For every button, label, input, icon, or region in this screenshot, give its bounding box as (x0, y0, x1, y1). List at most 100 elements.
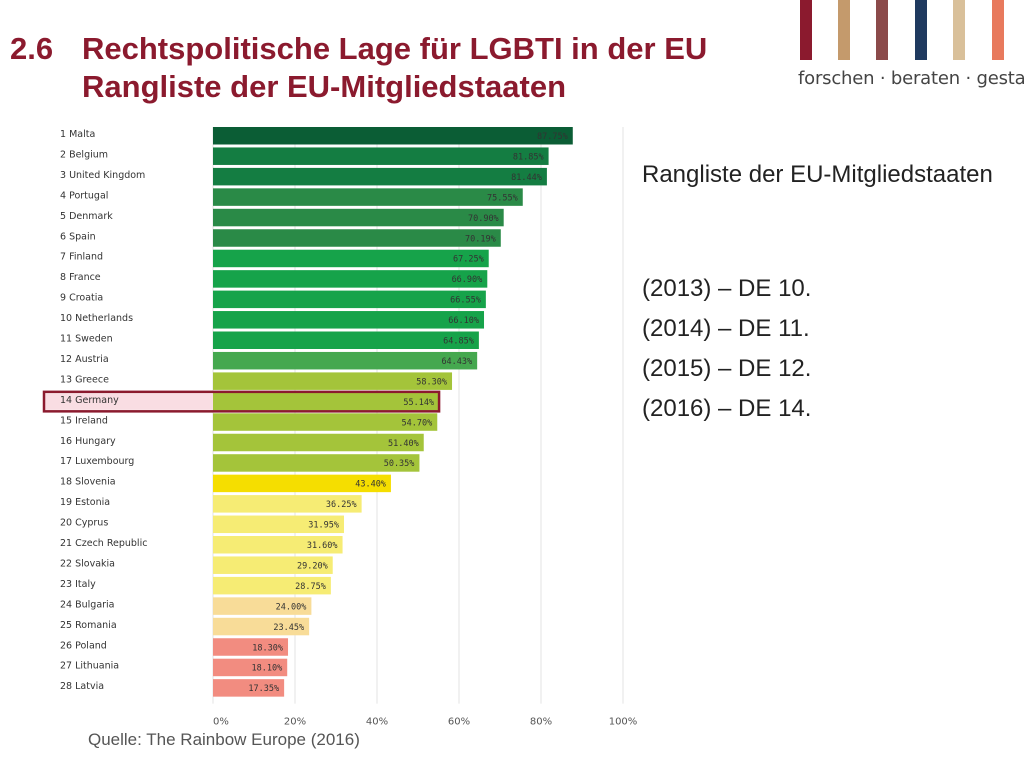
bar (213, 617, 310, 636)
bar (213, 576, 331, 595)
rank-2014: (2014) – DE 11. (642, 315, 810, 342)
data-label: 70.19% (465, 234, 496, 244)
bar (213, 249, 489, 268)
data-label: 64.43% (441, 357, 472, 367)
x-tick-label: 100% (609, 717, 638, 728)
bar (213, 188, 523, 206)
x-tick-label: 80% (530, 717, 552, 728)
bar (213, 127, 573, 145)
category-label: 26 Poland (60, 640, 107, 651)
data-label: 66.90% (452, 275, 483, 285)
data-label: 75.55% (487, 193, 518, 203)
category-label: 20 Cyprus (60, 518, 108, 529)
category-label: 11 Sweden (60, 334, 113, 345)
data-label: 50.35% (384, 459, 415, 469)
title-line-1: Rechtspolitische Lage für LGBTI in der E… (82, 31, 708, 66)
bar (213, 311, 485, 329)
category-label: 16 Hungary (60, 436, 116, 447)
category-label: 2 Belgium (60, 149, 108, 160)
bar (213, 658, 288, 677)
category-label: 28 Latvia (60, 681, 104, 692)
logo-bar-4 (915, 0, 927, 60)
title-line-2: Rangliste der EU-Mitgliedstaaten (82, 69, 567, 104)
data-label: 64.85% (443, 337, 474, 347)
bar (213, 515, 344, 534)
category-label: 17 Luxembourg (60, 456, 134, 467)
data-label: 87.75% (537, 132, 568, 142)
bar (213, 290, 486, 309)
data-label: 29.20% (297, 561, 328, 571)
data-label: 58.30% (416, 377, 447, 387)
bar (213, 167, 547, 186)
bar (213, 556, 333, 574)
category-label: 6 Spain (60, 231, 96, 242)
x-tick-label: 40% (366, 717, 388, 728)
rank-2016: (2016) – DE 14. (642, 395, 812, 422)
bar (213, 454, 420, 472)
bar (213, 331, 479, 349)
data-label: 43.40% (355, 480, 386, 490)
bar (213, 433, 424, 452)
category-label: 25 Romania (60, 620, 117, 631)
data-label: 36.25% (326, 500, 357, 510)
summary-heading: Rangliste der EU-Mitgliedstaaten (642, 161, 993, 188)
category-label: 22 Slovakia (60, 558, 115, 569)
data-label: 31.60% (307, 541, 338, 551)
rank-2015: (2015) – DE 12. (642, 355, 812, 382)
bar (213, 597, 312, 615)
x-tick-label: 20% (284, 717, 306, 728)
category-label: 19 Estonia (60, 497, 110, 508)
category-label: 9 Croatia (60, 293, 103, 304)
bar (213, 495, 362, 513)
logo-bar-5 (953, 0, 965, 60)
data-label: 66.55% (450, 296, 481, 306)
rank-2013: (2013) – DE 10. (642, 275, 812, 302)
category-label: 10 Netherlands (60, 313, 133, 324)
data-label: 51.40% (388, 439, 419, 449)
bar (213, 638, 289, 656)
bar (213, 351, 478, 370)
bar (213, 270, 488, 288)
category-label: 24 Bulgaria (60, 599, 115, 610)
data-label: 54.70% (402, 418, 433, 428)
bar (213, 413, 438, 431)
data-label: 18.10% (251, 664, 282, 674)
logo-bar-6 (992, 0, 1004, 60)
brand-tagline: forschen · beraten · gestalten (798, 68, 1024, 89)
highlight-outline (42, 390, 441, 413)
category-label: 1 Malta (60, 129, 95, 140)
category-label: 14 Germany (60, 395, 119, 406)
data-label: 18.30% (252, 643, 283, 653)
category-label: 3 United Kingdom (60, 170, 145, 181)
data-label: 24.00% (276, 602, 307, 612)
bar (213, 536, 343, 554)
logo-bar-2 (838, 0, 850, 60)
bar (213, 208, 504, 227)
data-label: 28.75% (295, 582, 326, 592)
x-tick-label: 60% (448, 717, 470, 728)
category-label: 13 Greece (60, 374, 109, 385)
data-label: 81.85% (513, 152, 544, 162)
data-label: 81.44% (511, 173, 542, 183)
bar (213, 474, 391, 493)
category-label: 8 France (60, 272, 101, 283)
bar (213, 679, 285, 697)
bar (213, 147, 549, 165)
x-tick-label: 0% (213, 717, 229, 728)
category-label: 15 Ireland (60, 415, 108, 426)
data-label: 70.90% (468, 214, 499, 224)
bar (213, 229, 501, 247)
data-label: 31.95% (308, 521, 339, 531)
data-label: 66.10% (448, 316, 479, 326)
category-label: 5 Denmark (60, 211, 113, 222)
logo-bar-1 (800, 0, 812, 60)
category-label: 23 Italy (60, 579, 96, 590)
bar (213, 372, 453, 390)
source-citation: Quelle: The Rainbow Europe (2016) (88, 730, 360, 749)
data-label: 55.14% (403, 398, 434, 408)
category-label: 21 Czech Republic (60, 538, 147, 549)
category-label: 7 Finland (60, 252, 103, 263)
category-label: 18 Slovenia (60, 477, 116, 488)
bar (213, 392, 440, 411)
